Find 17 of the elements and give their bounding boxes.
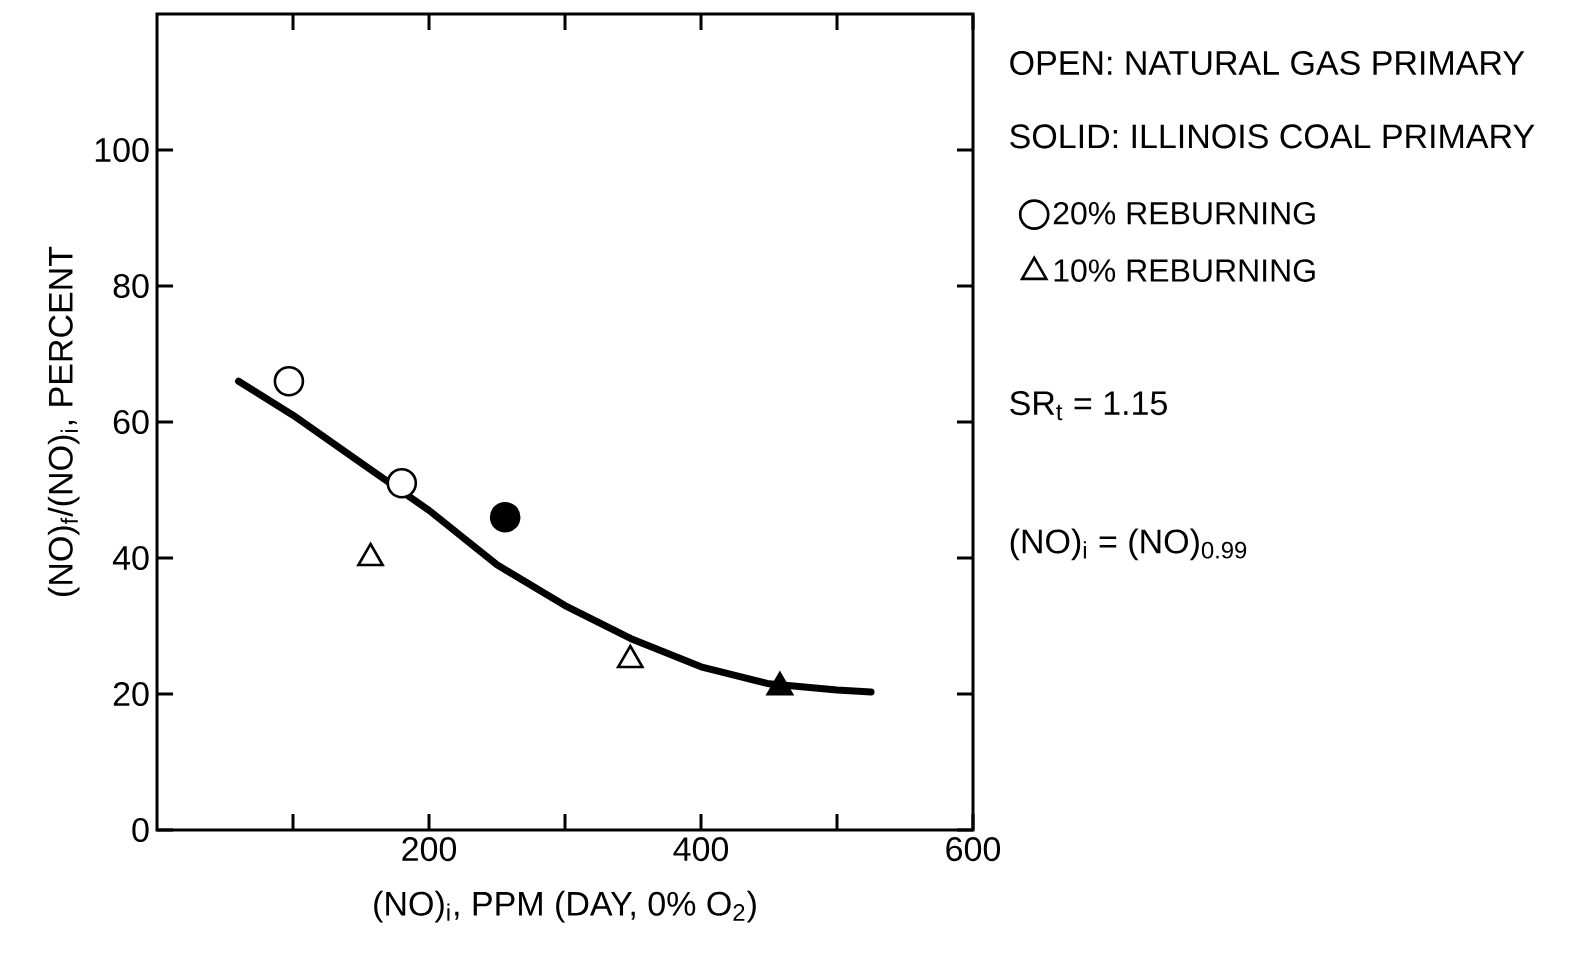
y-tick-label: 40: [112, 545, 149, 571]
x-axis-title: (NO)$_{i}$, PPM (DAY, 0% O$_{2}$): [374, 890, 756, 923]
text: SOLID: ILLINOIS COAL PRIMARY: [1010, 124, 1535, 149]
y-tick-label: 80: [113, 273, 149, 299]
legend-label: 10% REBURNING: [1054, 259, 1315, 282]
text: (NO)$_{i}$ = (NO)$_{0.99}$: [1010, 528, 1247, 561]
y-tick-label: 60: [113, 409, 149, 435]
x-tick-label: 600: [946, 837, 1001, 862]
y-axis-title: (NO)$_{f}$/(NO)$_{i}$, PERCENT: [47, 246, 80, 596]
x-tick-label: 200: [402, 837, 457, 862]
legend-label: 20% REBURNING: [1053, 201, 1315, 225]
y-tick-label: 100: [95, 137, 149, 163]
text: OPEN: NATURAL GAS PRIMARY: [1010, 50, 1525, 75]
text: SR$_{t}$ = 1.15: [1010, 391, 1167, 421]
x-tick-label: 400: [673, 837, 729, 862]
y-tick-label: 0: [132, 817, 149, 843]
y-tick-label: 20: [113, 681, 149, 707]
